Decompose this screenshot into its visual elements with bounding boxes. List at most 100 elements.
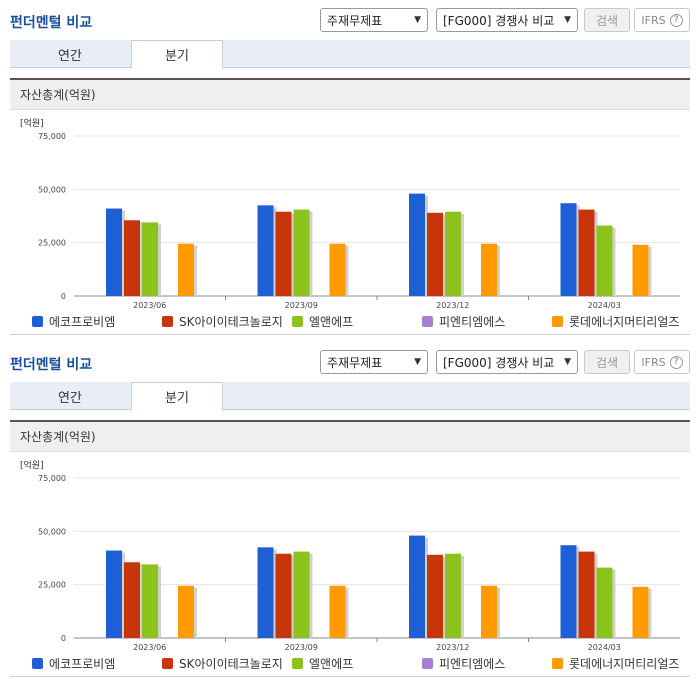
bar (178, 243, 194, 296)
statement-select[interactable]: 주재무제표 ▼ (320, 350, 428, 374)
legend-swatch (32, 658, 43, 669)
ifrs-button[interactable]: IFRS ? (634, 350, 690, 374)
legend-label: 에코프로비엠 (49, 657, 116, 671)
bar (578, 551, 595, 638)
search-button[interactable]: 검색 (584, 350, 630, 374)
legend-swatch (552, 658, 563, 669)
bar-chart: [억원] 0 25,000 50,000 75,000 2023/06 2023/09 202… (20, 117, 680, 310)
legend-label: SK아이이테크놀로지 (179, 657, 283, 671)
bar (142, 222, 158, 296)
bar (427, 212, 443, 296)
tab-quarterly[interactable]: 분기 (131, 40, 223, 69)
fundamental-panel-2: 펀더멘털 비교 주재무제표 ▼ [FG000] 경쟁사 비교 ▼ 검색 IFRS… (0, 342, 696, 684)
bar (293, 551, 310, 638)
bar (257, 205, 274, 296)
ifrs-label: IFRS (641, 355, 666, 369)
tab-annual[interactable]: 연간 (58, 390, 82, 406)
bar (578, 209, 595, 296)
legend-item[interactable]: 엘앤에프 (292, 655, 353, 672)
y-unit-label: [억원] (20, 117, 44, 129)
x-tick-label: 2023/12 (436, 643, 469, 652)
chevron-down-icon: ▼ (564, 15, 571, 25)
bar (596, 567, 613, 638)
y-tick-label: 75,000 (38, 132, 66, 141)
statement-select-value: 주재무제표 (327, 13, 383, 28)
legend-item[interactable]: SK아이이테크놀로지 (162, 655, 283, 672)
legend-item[interactable]: 에코프로비엠 (32, 313, 115, 330)
bar (329, 585, 346, 638)
group-select-value: [FG000] 경쟁사 비교 (443, 355, 555, 370)
statement-select[interactable]: 주재무제표 ▼ (320, 8, 428, 32)
chevron-down-icon: ▼ (414, 15, 421, 25)
x-tick-label: 2023/12 (436, 301, 469, 310)
legend-item[interactable]: 피엔티엠에스 (422, 655, 505, 672)
legend-swatch (422, 316, 433, 327)
bar (632, 586, 649, 638)
legend-label: 피엔티엠에스 (439, 657, 506, 671)
group-select[interactable]: [FG000] 경쟁사 비교 ▼ (436, 350, 578, 374)
help-icon[interactable]: ? (669, 355, 683, 369)
bar (632, 244, 649, 296)
search-button[interactable]: 검색 (584, 8, 630, 32)
bar (427, 554, 443, 638)
bar (124, 562, 140, 638)
period-tabs: 연간 분기 (10, 40, 690, 69)
panel-title: 펀더멘털 비교 (10, 357, 93, 373)
chart-header: 자산총계(억원) (10, 422, 690, 452)
legend-label: 롯데에너지머티리얼즈 (569, 657, 680, 671)
legend-swatch (292, 658, 303, 669)
bar (293, 209, 310, 296)
bar (178, 585, 194, 638)
y-tick-label: 50,000 (38, 527, 66, 536)
bar (106, 208, 122, 296)
y-tick-label: 75,000 (38, 474, 66, 483)
y-tick-label: 0 (61, 292, 66, 301)
legend-swatch (32, 316, 43, 327)
group-select-value: [FG000] 경쟁사 비교 (443, 13, 555, 28)
chevron-down-icon: ▼ (414, 357, 421, 367)
ifrs-button[interactable]: IFRS ? (634, 8, 690, 32)
chart-legend: 에코프로비엠 SK아이이테크놀로지 엘앤에프 피엔티엠에스 롯데에너지머티리얼즈 (10, 310, 690, 332)
legend-label: SK아이이테크놀로지 (179, 315, 283, 329)
legend-swatch (422, 658, 433, 669)
y-tick-label: 25,000 (38, 581, 66, 590)
tab-annual[interactable]: 연간 (58, 48, 82, 64)
x-tick-label: 2024/03 (588, 643, 621, 652)
bar (409, 535, 425, 638)
ifrs-label: IFRS (641, 13, 666, 27)
x-tick-label: 2023/09 (285, 643, 318, 652)
legend-item[interactable]: SK아이이테크놀로지 (162, 313, 283, 330)
bar (257, 547, 274, 638)
x-tick-label: 2023/09 (285, 301, 318, 310)
help-icon[interactable]: ? (669, 13, 683, 27)
chart-legend: 에코프로비엠 SK아이이테크놀로지 엘앤에프 피엔티엠에스 롯데에너지머티리얼즈 (10, 652, 690, 674)
legend-item[interactable]: 롯데에너지머티리얼즈 (552, 655, 679, 672)
tab-quarterly[interactable]: 분기 (131, 382, 223, 411)
bar (481, 585, 497, 638)
y-tick-label: 25,000 (38, 239, 66, 248)
fundamental-panel-1: 펀더멘털 비교 주재무제표 ▼ [FG000] 경쟁사 비교 ▼ 검색 IFRS… (10, 8, 690, 335)
chart-header: 자산총계(억원) (10, 80, 690, 110)
legend-item[interactable]: 엘앤에프 (292, 313, 353, 330)
divider (10, 78, 690, 80)
legend-swatch (162, 658, 173, 669)
y-tick-label: 0 (61, 634, 66, 643)
statement-select-value: 주재무제표 (327, 355, 383, 370)
bar (124, 220, 140, 296)
bar (409, 193, 425, 296)
divider (10, 420, 690, 422)
x-tick-label: 2023/06 (133, 301, 166, 310)
bar (481, 243, 497, 296)
legend-item[interactable]: 롯데에너지머티리얼즈 (552, 313, 679, 330)
chevron-down-icon: ▼ (564, 357, 571, 367)
x-tick-label: 2023/06 (133, 643, 166, 652)
bar (275, 553, 292, 638)
divider (10, 676, 690, 677)
legend-item[interactable]: 피엔티엠에스 (422, 313, 505, 330)
bar-chart: [억원] 0 25,000 50,000 75,000 2023/06 2023/09 202… (20, 459, 680, 652)
legend-item[interactable]: 에코프로비엠 (32, 655, 115, 672)
group-select[interactable]: [FG000] 경쟁사 비교 ▼ (436, 8, 578, 32)
bar (596, 225, 613, 296)
divider (10, 334, 690, 335)
panel-title: 펀더멘털 비교 (10, 15, 93, 31)
